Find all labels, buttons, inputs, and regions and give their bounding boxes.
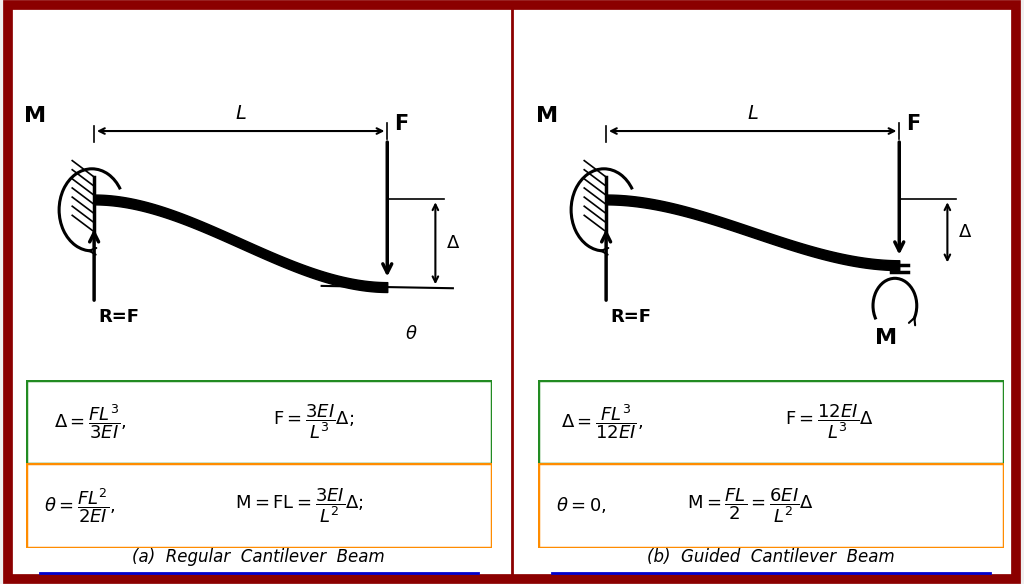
- Text: F: F: [906, 114, 921, 134]
- Text: $\Delta = \dfrac{FL^3}{12EI},$: $\Delta = \dfrac{FL^3}{12EI},$: [561, 402, 643, 442]
- Text: R=F: R=F: [610, 308, 651, 326]
- Text: $\theta = \dfrac{FL^2}{2EI},$: $\theta = \dfrac{FL^2}{2EI},$: [44, 486, 116, 525]
- Text: $\mathrm{M} = \mathrm{FL} = \dfrac{3EI}{L^2}\Delta;$: $\mathrm{M} = \mathrm{FL} = \dfrac{3EI}{…: [236, 486, 365, 525]
- Text: R=F: R=F: [98, 308, 139, 326]
- Text: L: L: [748, 104, 758, 123]
- Text: L: L: [236, 104, 246, 123]
- Text: $\mathrm{M} = \dfrac{FL}{2} = \dfrac{6EI}{L^2}\Delta$: $\mathrm{M} = \dfrac{FL}{2} = \dfrac{6EI…: [687, 486, 814, 525]
- Text: $\mathrm{F} = \dfrac{3EI}{L^3}\Delta;$: $\mathrm{F} = \dfrac{3EI}{L^3}\Delta;$: [272, 402, 353, 442]
- Text: M: M: [25, 106, 46, 126]
- Text: M: M: [537, 106, 558, 126]
- Text: $\mathrm{F} = \dfrac{12EI}{L^3}\Delta$: $\mathrm{F} = \dfrac{12EI}{L^3}\Delta$: [784, 402, 873, 442]
- Text: $\theta$: $\theta$: [404, 325, 418, 343]
- Text: $\Delta$: $\Delta$: [958, 223, 973, 241]
- Text: $\Delta = \dfrac{FL^3}{3EI},$: $\Delta = \dfrac{FL^3}{3EI},$: [53, 402, 126, 442]
- Text: (a)  Regular  Cantilever  Beam: (a) Regular Cantilever Beam: [132, 548, 385, 566]
- Text: M: M: [876, 328, 897, 348]
- Text: $\theta = 0,$: $\theta = 0,$: [556, 495, 607, 516]
- Text: (b)  Guided  Cantilever  Beam: (b) Guided Cantilever Beam: [647, 548, 894, 566]
- Text: F: F: [394, 114, 409, 134]
- Text: $\Delta$: $\Delta$: [446, 234, 461, 252]
